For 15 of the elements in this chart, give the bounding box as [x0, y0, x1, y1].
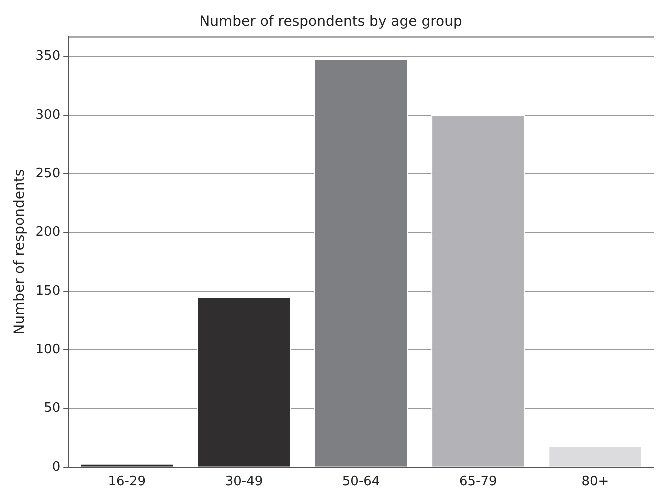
x-tick-label: 80+ — [582, 474, 610, 490]
x-tick-label: 30-49 — [225, 474, 264, 490]
x-tick-label: 50-64 — [342, 474, 380, 490]
y-tick-label: 200 — [36, 225, 61, 240]
y-tick-label: 100 — [36, 342, 61, 358]
y-tick-label: 250 — [36, 166, 61, 182]
y-tick-label: 0 — [52, 460, 61, 475]
x-tick-label: 16-29 — [108, 474, 146, 490]
y-tick-label: 50 — [44, 401, 61, 416]
x-tick-label: 65-79 — [459, 474, 498, 490]
y-axis-title: Number of respondents — [12, 169, 28, 335]
y-tick-label: 300 — [36, 108, 61, 123]
y-tick-label: 150 — [36, 284, 61, 299]
y-tick-label: 350 — [36, 49, 61, 64]
chart-title: Number of respondents by age group — [200, 14, 462, 30]
